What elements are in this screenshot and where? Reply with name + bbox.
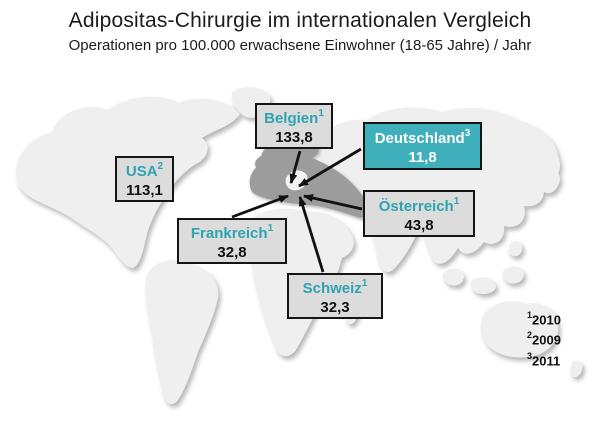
footnote-marker: 1 xyxy=(267,223,274,234)
country-name: Schweiz xyxy=(302,280,362,297)
country-value: 32,8 xyxy=(217,244,247,261)
footnote-marker: 3 xyxy=(464,128,471,139)
footnote-1: 12010 xyxy=(527,308,561,328)
arrow-belgien xyxy=(289,150,302,184)
footnotes: 12010 22009 32011 xyxy=(527,308,561,369)
footnote-2: 22009 xyxy=(527,328,561,348)
footnote-year: 2009 xyxy=(532,332,561,348)
country-label: Deutschland3 xyxy=(365,125,480,148)
header: Adipositas-Chirurgie im internationalen … xyxy=(0,9,600,55)
country-label: USA2 xyxy=(117,158,172,181)
page-subtitle: Operationen pro 100.000 erwachsene Einwo… xyxy=(68,37,532,54)
footnote-marker: 1 xyxy=(453,195,460,207)
callout-deutschland: Deutschland3 11,8 xyxy=(363,122,482,170)
country-label: Schweiz1 xyxy=(289,275,381,298)
country-name: USA xyxy=(125,163,158,180)
arrow-deutschland xyxy=(298,147,362,188)
country-value: 32,3 xyxy=(320,299,350,316)
footnote-3: 32011 xyxy=(527,349,561,369)
footnote-year: 2010 xyxy=(532,312,561,328)
footnote-year: 2011 xyxy=(532,352,561,368)
country-value: 11,8 xyxy=(408,149,437,166)
callout-belgien: Belgien1 133,8 xyxy=(255,103,333,149)
callout-schweiz: Schweiz1 32,3 xyxy=(287,273,383,319)
callout-frankreich: Frankreich1 32,8 xyxy=(177,218,287,264)
country-value: 133,8 xyxy=(275,129,313,146)
country-value: 43,8 xyxy=(404,216,434,234)
arrow-schweiz xyxy=(298,196,325,273)
callout-usa: USA2 113,1 xyxy=(115,156,174,202)
country-name: Österreich xyxy=(378,197,454,215)
country-label: Frankreich1 xyxy=(179,220,285,243)
country-label: Österreich1 xyxy=(365,193,473,216)
footnote-marker: 1 xyxy=(527,310,533,320)
country-value: 113,1 xyxy=(126,182,163,199)
footnote-marker: 1 xyxy=(318,108,324,119)
footnote-marker: 2 xyxy=(157,161,164,172)
country-name: Deutschland xyxy=(374,130,465,147)
footnote-marker: 3 xyxy=(527,350,533,361)
footnote-marker: 2 xyxy=(527,330,533,341)
page-title: Adipositas-Chirurgie im internationalen … xyxy=(68,9,532,32)
footnote-marker: 1 xyxy=(361,278,368,289)
callout-oesterreich: Österreich1 43,8 xyxy=(363,190,475,237)
country-name: Frankreich xyxy=(190,225,268,242)
arrow-oesterreich xyxy=(303,194,363,211)
country-name: Belgien xyxy=(264,110,319,127)
arrow-frankreich xyxy=(231,194,289,219)
country-label: Belgien1 xyxy=(257,105,331,128)
